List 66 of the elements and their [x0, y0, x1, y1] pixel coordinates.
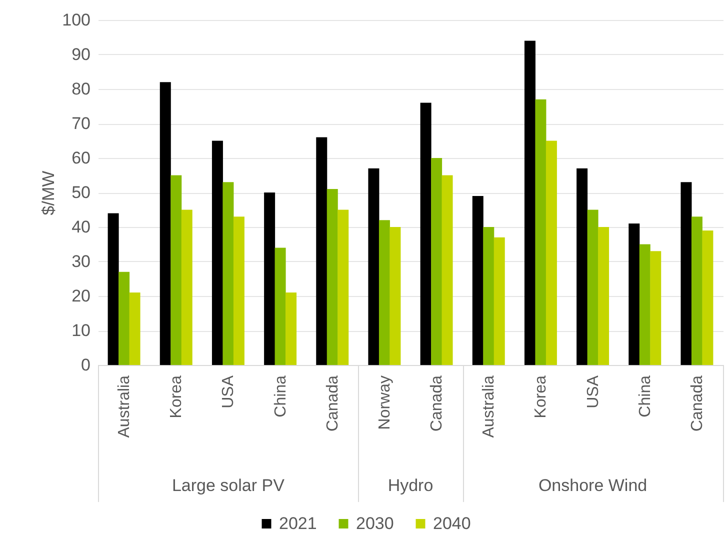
bar	[274, 248, 286, 365]
x-tick-label: Canada	[428, 375, 446, 432]
y-tick-label: 30	[72, 252, 90, 271]
x-tick-label: Canada	[324, 375, 342, 432]
bar	[442, 175, 453, 365]
bar	[691, 216, 702, 365]
bar	[431, 158, 442, 365]
bar	[702, 230, 714, 365]
bar	[650, 251, 662, 365]
bar	[212, 140, 223, 365]
bar	[129, 292, 140, 365]
text: Hydro	[388, 476, 434, 496]
x-tick-label: Canada	[688, 375, 706, 432]
bar	[233, 216, 244, 365]
bar	[286, 292, 297, 365]
y-tick-label: 10	[72, 321, 90, 340]
x-tick-label: USA	[220, 375, 238, 408]
bar	[576, 168, 588, 365]
y-tick-label: 50	[72, 183, 90, 202]
y-tick-label: 20	[72, 286, 90, 306]
bar	[680, 182, 692, 365]
y-tick-label: 70	[72, 114, 90, 133]
x-tick-label: China	[636, 375, 654, 418]
bar	[181, 210, 192, 365]
bar	[338, 210, 349, 365]
legend-label: 2021	[279, 514, 317, 533]
bar	[483, 227, 494, 365]
bar	[118, 272, 130, 365]
y-tick-label: 90	[72, 45, 90, 64]
bar	[264, 192, 276, 365]
bar	[472, 196, 484, 365]
text: Large solar PV	[172, 476, 284, 496]
y-tick-label: 100	[62, 10, 90, 30]
bar	[494, 237, 505, 365]
x-tick-label: Australia	[480, 375, 498, 438]
bar	[587, 210, 598, 365]
y-tick-label: 0	[81, 356, 90, 374]
y-tick-label: 80	[72, 80, 90, 98]
x-tick-label: USA	[584, 375, 602, 408]
x-tick-label: Korea	[168, 375, 186, 418]
bar	[546, 140, 557, 365]
bar	[378, 220, 390, 365]
bar	[108, 213, 119, 365]
bar	[326, 189, 338, 365]
legend-label: 2040	[433, 514, 471, 533]
x-tick-label: Australia	[116, 375, 134, 438]
bar	[535, 99, 546, 365]
bar	[628, 224, 640, 365]
x-tick-label: China	[272, 375, 290, 418]
bar	[598, 227, 610, 365]
bar	[316, 137, 328, 365]
bar	[420, 102, 432, 365]
x-tick-label: Norway	[376, 376, 394, 430]
text: Onshore Wind	[538, 476, 648, 496]
bar	[160, 82, 171, 365]
y-tick-label: 60	[72, 148, 90, 168]
legend-label: 2030	[356, 514, 394, 533]
y-axis-title: $/MW	[39, 170, 58, 216]
bar	[524, 40, 536, 365]
bar	[222, 182, 234, 365]
bar	[639, 244, 650, 365]
x-tick-label: Korea	[532, 375, 550, 418]
y-tick-label: 40	[72, 218, 90, 236]
bar	[170, 175, 182, 365]
bar	[390, 227, 401, 365]
bar	[368, 168, 380, 365]
